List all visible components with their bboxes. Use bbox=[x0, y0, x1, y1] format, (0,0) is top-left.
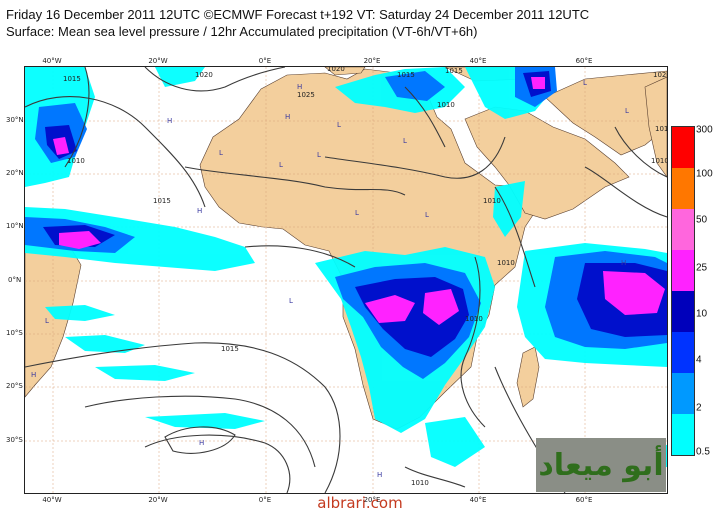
pressure-mark: L bbox=[219, 149, 223, 157]
isobar-label: 1010 bbox=[483, 197, 501, 205]
pressure-mark: L bbox=[279, 161, 283, 169]
lat-label: 20°N bbox=[6, 169, 24, 177]
site-credit[interactable]: albrari.com bbox=[317, 494, 403, 512]
pressure-mark: L bbox=[337, 121, 341, 129]
legend-label: 10 bbox=[696, 308, 708, 320]
title-line-1: Friday 16 December 2011 12UTC ©ECMWF For… bbox=[6, 7, 590, 22]
lon-label-bottom: 0°E bbox=[258, 496, 272, 504]
isobar-label: 1015 bbox=[153, 197, 171, 205]
legend-swatch bbox=[672, 168, 694, 209]
forecast-map: 1015 1020 1010 1025 1020 1015 1015 1010 … bbox=[24, 66, 668, 494]
isobar-label: 1015 bbox=[397, 71, 415, 79]
isobar-label: 1010 bbox=[437, 101, 455, 109]
isobar-label: 1015 bbox=[221, 345, 239, 353]
lon-label-bottom: 20°W bbox=[148, 496, 168, 504]
isobar-label: 1015 bbox=[445, 67, 463, 75]
title-line-2: Surface: Mean sea level pressure / 12hr … bbox=[6, 24, 478, 39]
legend-swatch bbox=[672, 209, 694, 250]
lon-label-bottom: 60°E bbox=[575, 496, 593, 504]
madagascar-land bbox=[516, 346, 540, 408]
map-canvas: 1015 1020 1010 1025 1020 1015 1015 1010 … bbox=[25, 67, 667, 493]
pressure-mark: L bbox=[425, 211, 429, 219]
legend-swatch bbox=[672, 291, 694, 332]
legend-label: 2 bbox=[696, 402, 702, 414]
pressure-marks: H H L L L H L H L L H L H L H H L L L bbox=[31, 79, 629, 479]
isobar-label: 1015 bbox=[63, 75, 81, 83]
lon-label-top: 0°E bbox=[258, 57, 272, 65]
isobar-label: 1015 bbox=[655, 125, 667, 133]
legend-swatch bbox=[672, 250, 694, 291]
isobar-label: 1025 bbox=[297, 91, 315, 99]
legend-label: 100 bbox=[696, 168, 713, 180]
lat-label: 30°S bbox=[6, 436, 23, 444]
isobar-label: 1020 bbox=[195, 71, 213, 79]
pressure-mark: H bbox=[621, 259, 626, 267]
lon-label-bottom: 40°E bbox=[469, 496, 487, 504]
pressure-mark: H bbox=[285, 113, 290, 121]
legend-swatch bbox=[672, 414, 694, 455]
lat-label: 20°S bbox=[6, 382, 23, 390]
isobar-label: 1010 bbox=[465, 315, 483, 323]
pressure-mark: L bbox=[583, 79, 587, 87]
legend-label: 0.5 bbox=[696, 446, 710, 458]
lon-label-top: 20°E bbox=[363, 57, 381, 65]
india-land bbox=[644, 76, 667, 178]
lat-label: 30°N bbox=[6, 116, 24, 124]
lat-label: 10°S bbox=[6, 329, 23, 337]
lon-label-top: 40°W bbox=[42, 57, 62, 65]
legend-label: 4 bbox=[696, 354, 702, 366]
lon-label-top: 60°E bbox=[575, 57, 593, 65]
precip-very-heavy bbox=[53, 77, 665, 325]
lon-label-top: 20°W bbox=[148, 57, 168, 65]
pressure-mark: L bbox=[355, 209, 359, 217]
pressure-mark: H bbox=[199, 439, 204, 447]
pressure-mark: H bbox=[31, 371, 36, 379]
lat-label: 0°N bbox=[8, 276, 22, 284]
isobar-label: 1020 bbox=[327, 67, 345, 73]
pressure-mark: L bbox=[289, 297, 293, 305]
isobar-labels: 1015 1020 1010 1025 1020 1015 1015 1010 … bbox=[63, 67, 667, 487]
pressure-mark: L bbox=[625, 107, 629, 115]
legend-swatch bbox=[672, 332, 694, 373]
chart-title: Friday 16 December 2011 12UTC ©ECMWF For… bbox=[6, 6, 589, 40]
isobars bbox=[25, 67, 667, 493]
legend-label: 50 bbox=[696, 214, 708, 226]
pressure-mark: L bbox=[45, 317, 49, 325]
pressure-mark: H bbox=[197, 207, 202, 215]
isobar-label: 1010 bbox=[67, 157, 85, 165]
pressure-mark: L bbox=[317, 151, 321, 159]
legend-swatch bbox=[672, 373, 694, 414]
pressure-mark: H bbox=[377, 471, 382, 479]
isobar-label: 1010 bbox=[411, 479, 429, 487]
europe-land bbox=[324, 67, 366, 76]
legend-label: 25 bbox=[696, 262, 708, 274]
arabia-land bbox=[464, 106, 630, 220]
isobar-label: 1010 bbox=[651, 157, 667, 165]
lon-label-bottom: 40°W bbox=[42, 496, 62, 504]
lat-label: 10°N bbox=[6, 222, 24, 230]
pressure-mark: H bbox=[167, 117, 172, 125]
lon-label-bottom: 20°E bbox=[363, 496, 381, 504]
precip-legend bbox=[671, 126, 695, 456]
isobar-label: 1010 bbox=[497, 259, 515, 267]
isobar-label: 1020 bbox=[653, 71, 667, 79]
logo-text: أبو ميعاد bbox=[538, 447, 664, 483]
legend-label: 300 bbox=[696, 124, 713, 136]
pressure-mark: H bbox=[297, 83, 302, 91]
pressure-mark: L bbox=[403, 137, 407, 145]
legend-swatch bbox=[672, 127, 694, 168]
watermark-logo: أبو ميعاد bbox=[536, 438, 666, 492]
lon-label-top: 40°E bbox=[469, 57, 487, 65]
